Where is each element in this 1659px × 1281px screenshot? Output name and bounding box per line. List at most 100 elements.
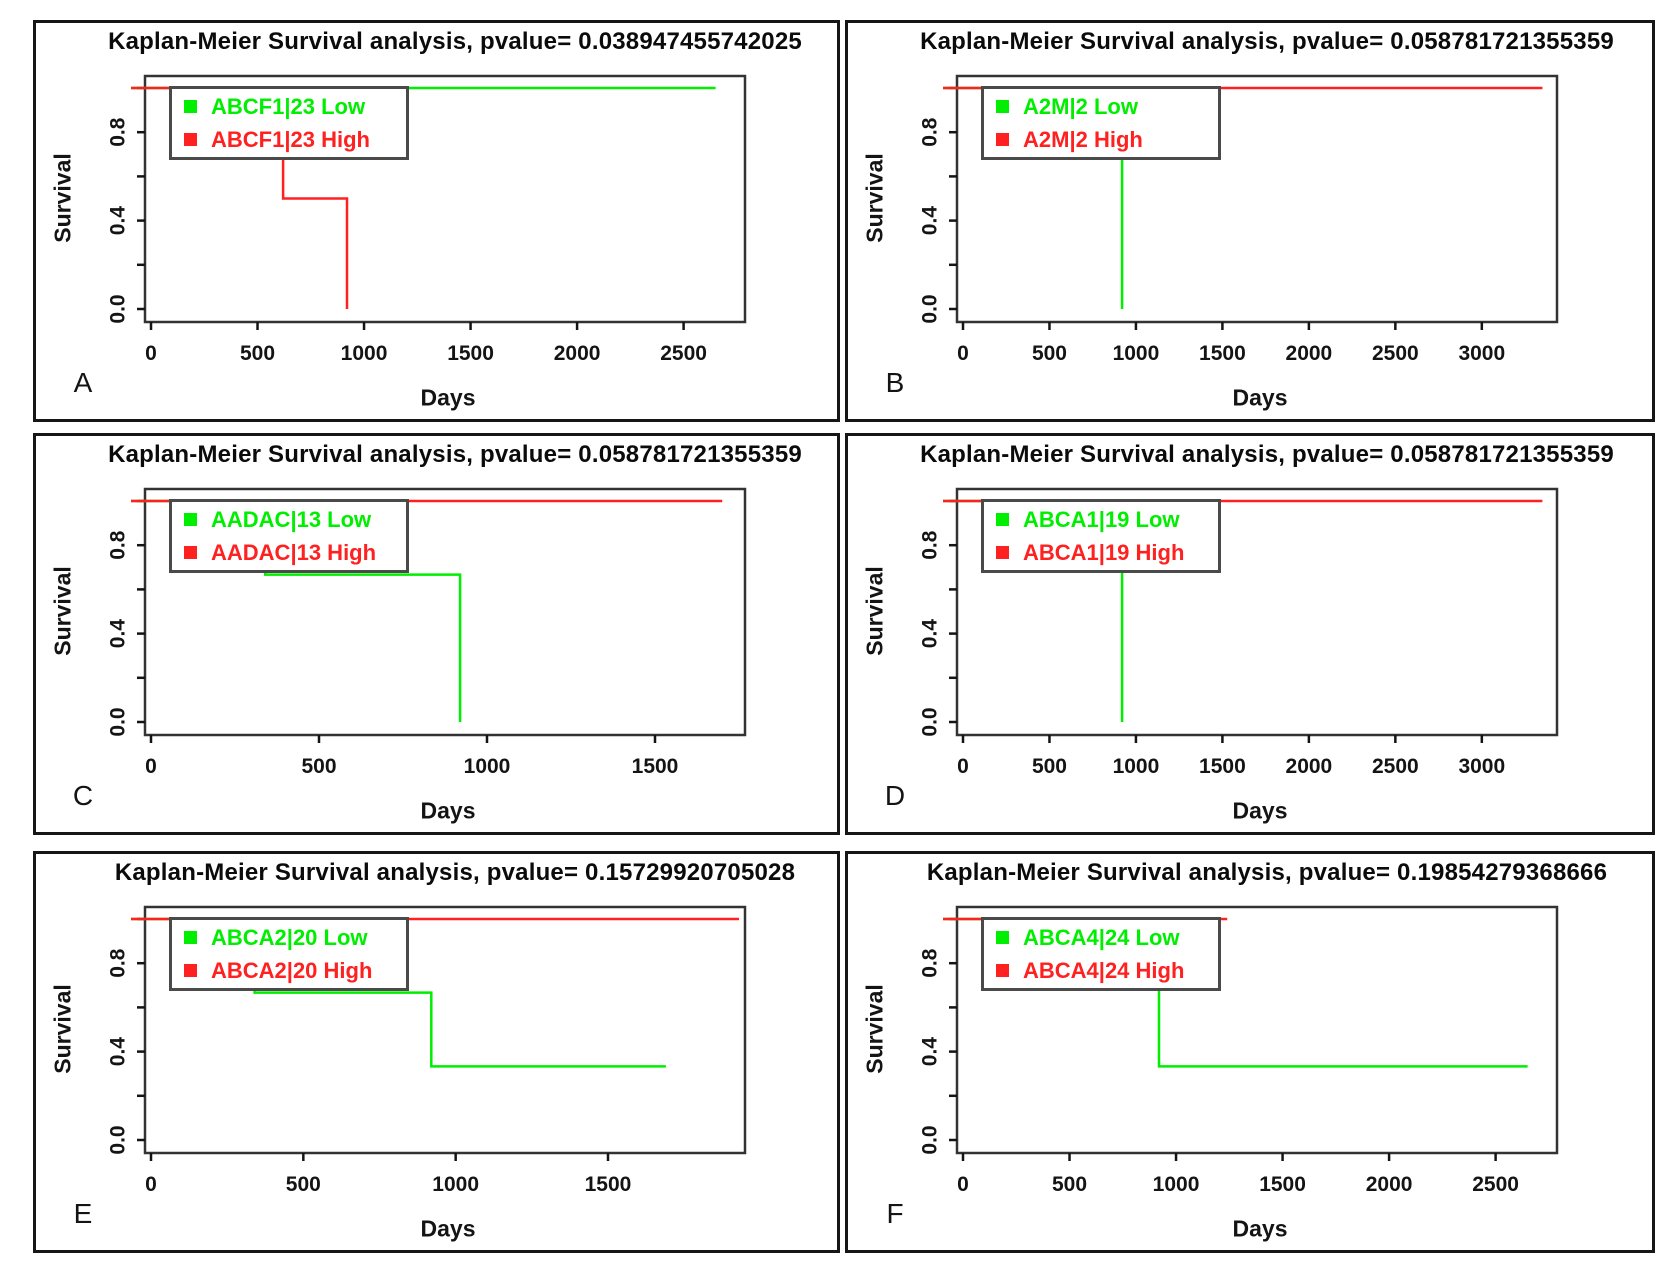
y-axis-label: Survival <box>861 566 888 656</box>
plot-box <box>955 905 1559 1155</box>
x-tick-label: 1500 <box>1259 1173 1306 1196</box>
y-tick-label: 0.8 <box>918 530 941 560</box>
y-axis-label: Survival <box>49 153 76 243</box>
y-tick-label: 0.8 <box>106 948 129 978</box>
x-tick-label: 500 <box>1032 342 1067 365</box>
y-tick-label: 0.4 <box>106 619 129 649</box>
legend-item-low: ABCA1|19 Low <box>996 505 1218 535</box>
plot-frame <box>845 433 1655 835</box>
x-tick-label: 0 <box>145 1173 157 1196</box>
x-tick-label: 0 <box>957 1173 969 1196</box>
y-tick-label: 0.0 <box>918 1125 941 1154</box>
legend-swatch-high-icon <box>996 133 1009 146</box>
legend-item-high: A2M|2 High <box>996 125 1218 155</box>
x-tick-label: 1000 <box>1153 1173 1200 1196</box>
y-tick-label: 0.8 <box>918 948 941 978</box>
plot-title: Kaplan-Meier Survival analysis, pvalue= … <box>920 28 1614 55</box>
legend-item-low: A2M|2 Low <box>996 92 1218 122</box>
legend-swatch-high-icon <box>996 964 1009 977</box>
km-plot-svg: 0 500 1000 1500 0.0 0.4 0.8 <box>106 905 747 1196</box>
x-axis-label: Days <box>420 797 476 824</box>
x-tick-label: 2500 <box>660 342 707 365</box>
x-tick-label: 500 <box>240 342 275 365</box>
x-tick-label: 1000 <box>1113 342 1160 365</box>
legend-item-low: ABCA2|20 Low <box>184 923 406 953</box>
legend-box: AADAC|13 Low AADAC|13 High <box>169 499 409 573</box>
x-tick-label: 3000 <box>1458 342 1505 365</box>
legend-item-high: ABCA2|20 High <box>184 956 406 986</box>
legend-label-low: ABCA2|20 Low <box>211 924 368 950</box>
x-tick-label: 1000 <box>464 755 511 778</box>
legend-swatch-high-icon <box>184 133 197 146</box>
legend-label-low: ABCA1|19 Low <box>1023 506 1180 532</box>
x-tick-label: 1500 <box>1199 755 1246 778</box>
legend-swatch-low-icon <box>996 931 1009 944</box>
legend-label-high: ABCF1|23 High <box>211 126 370 152</box>
legend-item-high: ABCF1|23 High <box>184 125 406 155</box>
panel-letter: D <box>884 780 906 811</box>
x-tick-label: 0 <box>957 342 969 365</box>
legend-item-high: ABCA4|24 High <box>996 956 1218 986</box>
km-plot-svg: 0 500 1000 1500 2000 2500 3000 0.0 0.4 0.8 <box>918 74 1559 365</box>
plot-frame <box>33 20 840 422</box>
legend-label-low: A2M|2 Low <box>1023 93 1138 119</box>
x-tick-label: 1500 <box>447 342 494 365</box>
plot-title: Kaplan-Meier Survival analysis, pvalue= … <box>926 859 1608 886</box>
x-tick-label: 500 <box>1032 755 1067 778</box>
x-tick-label: 0 <box>957 755 969 778</box>
x-tick-label: 2000 <box>1286 755 1333 778</box>
legend-swatch-high-icon <box>184 546 197 559</box>
legend-swatch-low-icon <box>996 100 1009 113</box>
y-axis-label: Survival <box>49 984 76 1074</box>
y-axis-label: Survival <box>49 566 76 656</box>
legend-label-high: ABCA4|24 High <box>1023 957 1185 983</box>
plot-box <box>143 905 747 1155</box>
plot-title: Kaplan-Meier Survival analysis, pvalue= … <box>114 859 796 886</box>
x-tick-label: 0 <box>145 342 157 365</box>
plot-frame <box>33 433 840 835</box>
y-tick-label: 0.4 <box>106 1037 129 1067</box>
panel-letter: A <box>73 367 93 398</box>
legend-swatch-high-icon <box>996 546 1009 559</box>
x-tick-label: 500 <box>301 755 336 778</box>
panel-letter: F <box>886 1198 904 1229</box>
y-tick-label: 0.0 <box>918 294 941 323</box>
legend-box: ABCF1|23 Low ABCF1|23 High <box>169 86 409 160</box>
panel-F: Kaplan-Meier Survival analysis, pvalue= … <box>845 851 1659 1264</box>
x-tick-label: 0 <box>145 755 157 778</box>
legend-box: ABCA1|19 Low ABCA1|19 High <box>981 499 1221 573</box>
legend-item-high: AADAC|13 High <box>184 538 406 568</box>
x-axis-label: Days <box>1232 1215 1288 1242</box>
legend-label-low: ABCA4|24 Low <box>1023 924 1180 950</box>
legend-swatch-low-icon <box>184 100 197 113</box>
legend-item-low: AADAC|13 Low <box>184 505 406 535</box>
legend-label-high: AADAC|13 High <box>211 539 377 565</box>
y-tick-label: 0.4 <box>106 206 129 236</box>
x-tick-label: 2000 <box>1366 1173 1413 1196</box>
y-tick-label: 0.0 <box>918 707 941 736</box>
y-tick-label: 0.0 <box>106 707 129 736</box>
y-tick-label: 0.4 <box>918 619 941 649</box>
plot-frame <box>845 851 1655 1253</box>
plot-box <box>955 74 1559 324</box>
panel-B: Kaplan-Meier Survival analysis, pvalue= … <box>845 20 1659 433</box>
legend-label-high: A2M|2 High <box>1023 126 1143 152</box>
plot-title: Kaplan-Meier Survival analysis, pvalue= … <box>108 441 802 468</box>
x-tick-label: 1500 <box>632 755 679 778</box>
plot-frame <box>845 20 1655 422</box>
plot-box <box>143 74 747 324</box>
legend-label-high: ABCA1|19 High <box>1023 539 1185 565</box>
km-plot-svg: 0 500 1000 1500 2000 2500 0.0 0.4 0.8 <box>106 74 747 365</box>
panel-A: Kaplan-Meier Survival analysis, pvalue= … <box>33 20 849 433</box>
y-axis-label: Survival <box>861 984 888 1074</box>
legend-label-low: ABCF1|23 Low <box>211 93 366 119</box>
legend-label-low: AADAC|13 Low <box>211 506 372 532</box>
x-tick-label: 2500 <box>1472 1173 1519 1196</box>
legend-item-low: ABCA4|24 Low <box>996 923 1218 953</box>
panel-letter: B <box>885 367 905 398</box>
legend-item-low: ABCF1|23 Low <box>184 92 406 122</box>
panel-letter: E <box>73 1198 93 1229</box>
x-tick-label: 1000 <box>432 1173 479 1196</box>
legend-box: A2M|2 Low A2M|2 High <box>981 86 1221 160</box>
x-tick-label: 500 <box>1052 1173 1087 1196</box>
